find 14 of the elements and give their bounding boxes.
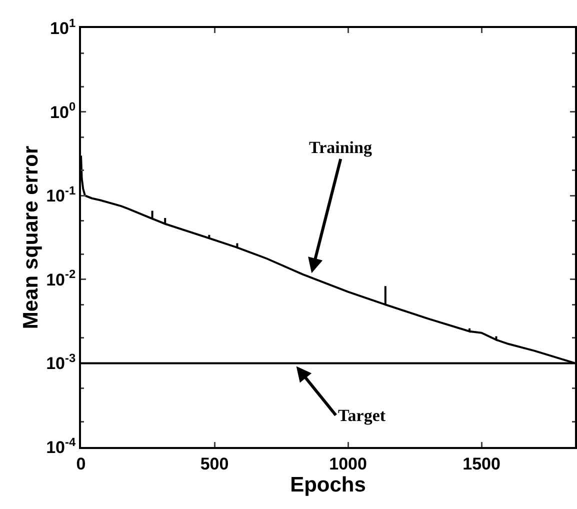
y-tick-label: 10$^{-4}$ xyxy=(46,434,76,457)
x-tick-label: 500 xyxy=(200,454,229,474)
y-tick-label: 10$^{0}$ xyxy=(50,100,76,122)
y-tick-label: 10$^{-2}$ xyxy=(46,267,76,290)
annotation: Training xyxy=(309,138,372,157)
y-tick-label: 10$^{-1}$ xyxy=(46,183,76,206)
x-axis-title: Epochs xyxy=(290,473,366,496)
y-tick-label: 10$^{1}$ xyxy=(50,16,76,38)
y-tick-label: 10$^{-3}$ xyxy=(46,351,76,374)
y-axis-title: Mean square error xyxy=(20,146,43,330)
annotation: Target xyxy=(338,406,386,425)
x-tick-label: 1500 xyxy=(462,454,500,474)
x-tick-label: 0 xyxy=(76,454,86,474)
x-tick-label: 1000 xyxy=(329,454,367,474)
